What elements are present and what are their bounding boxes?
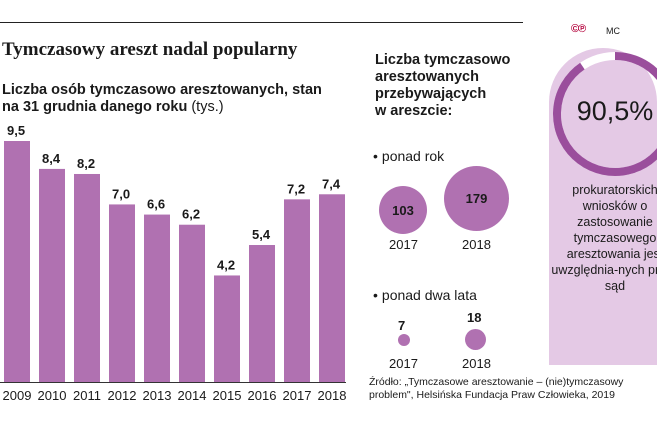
bar-value-label-2016: 5,4	[252, 227, 271, 242]
bar-value-label-2015: 4,2	[217, 257, 235, 272]
x-tick-label-2016: 2016	[248, 388, 277, 403]
x-tick-label-2011: 2011	[73, 388, 101, 403]
bar-2010	[39, 168, 65, 382]
bar-2017	[284, 199, 310, 382]
bar-chart: 9,5 2009 8,4 2010 8,2 2011 7,0 2012 6,6 2013 6,2 20…	[0, 123, 347, 403]
x-tick-label-2009: 2009	[3, 388, 32, 403]
bar-value-label-2013: 6,6	[147, 197, 165, 212]
bar-value-label-2014: 6,2	[182, 207, 200, 222]
bar-2011	[74, 173, 100, 382]
x-tick-label-2015: 2015	[213, 388, 242, 403]
gauge-arc	[553, 52, 657, 176]
chart-subtitle-text: Liczba osób tymczasowo aresztowanych, st…	[2, 82, 322, 115]
bar-2018	[319, 194, 345, 382]
bar-2013	[144, 214, 170, 382]
bar-2009	[4, 141, 30, 382]
bar-2012	[109, 204, 135, 382]
gauge-value: 90,5%	[576, 96, 654, 126]
group-label-over-year: • ponad rok	[373, 148, 445, 164]
year-label-2018: 2018	[462, 237, 491, 252]
value-2018-over-two-years: 18	[467, 310, 482, 325]
chart-subtitle: Liczba osób tymczasowo aresztowanych, st…	[2, 82, 332, 116]
bar-2016	[249, 245, 275, 382]
x-tick-label-2010: 2010	[38, 388, 67, 403]
x-tick-label-2018: 2018	[318, 388, 347, 403]
bubble-2017-over-year: 103	[379, 186, 427, 234]
x-tick-label-2013: 2013	[143, 388, 172, 403]
page-title: Tymczasowy areszt nadal popularny	[2, 39, 298, 60]
x-tick-label-2017: 2017	[283, 388, 312, 403]
year-label-2017-b: 2017	[389, 356, 418, 371]
bar-value-label-2018: 7,4	[322, 176, 341, 191]
bar-value-label-2009: 9,5	[7, 123, 25, 138]
brand-logo: ©℗	[571, 23, 586, 35]
source-note: Źródło: „Tymczasowe aresztowanie – (nie)…	[369, 376, 624, 401]
bar-value-label-2010: 8,4	[42, 151, 61, 166]
bubble-2017-over-two-years	[398, 334, 410, 346]
x-tick-label-2014: 2014	[178, 388, 207, 403]
bubble-2018-over-two-years	[465, 329, 486, 350]
bubble-2018-over-year: 179	[444, 166, 509, 231]
gauge-description: prokuratorskich wniosków o zastosowanie …	[551, 183, 657, 293]
bar-2015	[214, 275, 240, 382]
bar-value-label-2017: 7,2	[287, 181, 305, 196]
year-label-2017: 2017	[389, 237, 418, 252]
group-label-over-two-years: • ponad dwa lata	[373, 287, 477, 303]
detention-title: Liczba tymczasowo aresztowanych przebywa…	[375, 52, 511, 119]
value-2017-over-two-years: 7	[398, 318, 406, 333]
credit: MC	[606, 26, 620, 36]
bar-2014	[179, 224, 205, 382]
year-label-2018-b: 2018	[462, 356, 491, 371]
x-tick-label-2012: 2012	[108, 388, 137, 403]
gauge-panel	[549, 48, 657, 365]
bar-value-label-2012: 7,0	[112, 186, 130, 201]
top-rule	[0, 22, 523, 23]
chart-unit: (tys.)	[191, 99, 224, 115]
gauge-ring	[553, 52, 657, 176]
bar-value-label-2011: 8,2	[77, 156, 95, 171]
